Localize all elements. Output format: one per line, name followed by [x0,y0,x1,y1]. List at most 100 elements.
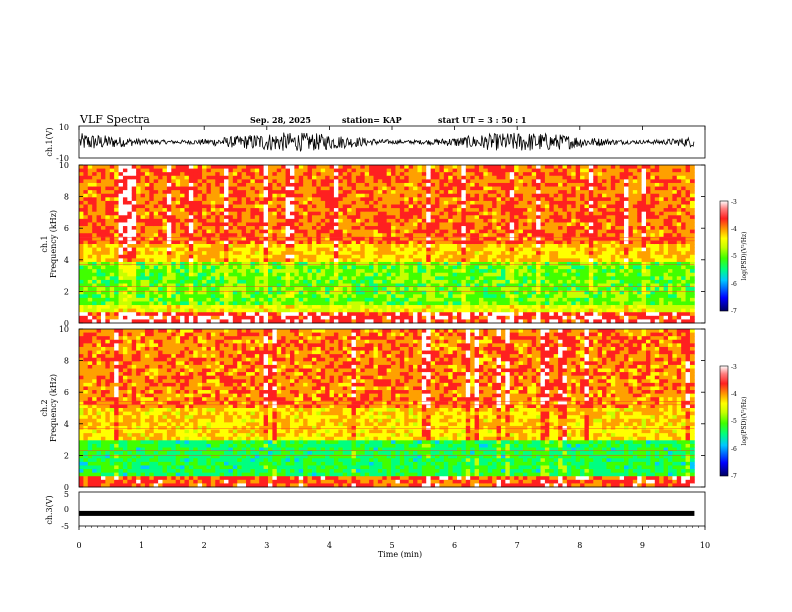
spectrogram-cell [369,233,374,238]
spectrogram-cell [382,179,388,184]
spectrogram-cell [224,297,229,302]
spectrogram-cell [399,301,405,306]
spectrogram-cell [285,315,291,320]
spectrogram-cell [263,165,269,169]
spectrogram-cell [184,254,190,259]
spectrogram-cell [272,165,278,169]
spectrogram-cell [144,229,150,234]
spectrogram-cell [514,244,519,248]
spectrogram-cell [87,254,93,259]
spectrogram-cell [105,197,111,202]
spectrogram-cell [184,308,190,313]
spectrogram-cell [109,251,115,256]
spectrogram-cell [162,204,168,209]
spectrogram-cell [435,204,440,209]
spectrogram-cell [509,290,515,295]
spectrogram-cell [496,215,502,220]
spectrogram-cell [360,283,366,288]
spectrogram-cell [303,247,308,252]
spectrogram-cell [421,294,427,299]
spectrogram-cell [303,308,308,313]
spectrogram-cell [351,283,357,288]
spectrogram-cell [149,272,155,277]
spectrogram-cell [333,301,339,306]
spectrogram-cell [153,244,159,248]
spectrogram-cell [382,272,388,277]
spectrogram-cell [566,287,572,292]
spectrogram-cell [149,319,155,324]
spectrogram-cell [118,182,124,187]
spectrogram-cell [285,197,291,202]
spectrogram-cell [452,222,458,227]
spectrogram-cell [188,301,194,306]
spectrogram-cell [360,197,366,202]
spectrogram-cell [105,218,111,223]
spectrogram-cell [311,229,317,234]
spectrogram-cell [360,215,366,220]
spectrogram-cell [487,179,493,184]
spectrogram-cell [268,315,273,320]
spectrogram-cell [109,294,115,299]
spectrogram-cell [408,200,414,205]
spectrogram-cell [197,208,203,213]
spectrogram-cell [122,261,128,266]
spectrogram-cell [100,272,106,277]
spectrogram-cell [461,190,467,195]
spectrogram-cell [184,269,190,274]
spectrogram-cell [83,215,89,220]
spectrogram-cell [202,218,207,223]
spectrogram-cell [180,190,185,195]
spectrogram-cell [303,265,308,270]
spectrogram-cell [202,269,207,274]
spectrogram-cell [408,240,414,245]
spectrogram-cell [206,229,212,234]
spectrogram-cell [100,233,106,238]
spectrogram-cell [281,279,286,284]
spectrogram-cell [303,218,308,223]
spectrogram-cell [153,312,159,317]
spectrogram-cell [571,218,577,223]
spectrogram-cell [430,200,436,205]
spectrogram-cell [118,172,124,177]
spectrogram-cell [281,319,286,324]
spectrogram-cell [303,208,308,213]
spectrogram-cell [566,269,572,274]
spectrogram-cell [329,294,335,299]
spectrogram-cell [483,211,489,216]
spectrogram-cell [487,258,493,263]
spectrogram-cell [509,312,515,317]
spectrogram-cell [197,200,203,205]
spectrogram-cell [215,182,221,187]
spectrogram-cell [259,290,265,295]
spectrogram-cell [333,182,339,187]
spectrogram-cell [457,233,462,238]
spectrogram-cell [127,297,133,302]
spectrogram-cell [509,308,515,313]
spectrogram-cell [206,236,212,241]
spectrogram-cell [404,301,410,306]
spectrogram-cell [355,315,361,320]
spectrogram-cell [268,179,273,184]
spectrogram-cell [373,283,379,288]
spectrogram-cell [171,247,177,252]
spectrogram-cell [276,200,282,205]
spectrogram-cell [259,269,265,274]
spectrogram-cell [470,175,475,180]
spectrogram-cell [404,315,410,320]
spectrogram-cell [443,179,449,184]
spectrogram-cell [114,190,119,195]
spectrogram-cell [276,233,282,238]
spectrogram-cell [382,193,388,198]
spectrogram-cell [333,294,339,299]
spectrogram-cell [417,222,423,227]
spectrogram-cell [500,208,506,213]
spectrogram-cell [369,279,374,284]
spectrogram-cell [259,279,265,284]
spectrogram-cell [162,319,168,324]
spectrogram-cell [100,308,106,313]
spectrogram-cell [127,179,133,184]
spectrogram-cell [105,315,111,320]
spectrogram-cell [496,244,502,248]
spectrogram-cell [421,319,427,324]
spectrogram-cell [404,319,410,324]
